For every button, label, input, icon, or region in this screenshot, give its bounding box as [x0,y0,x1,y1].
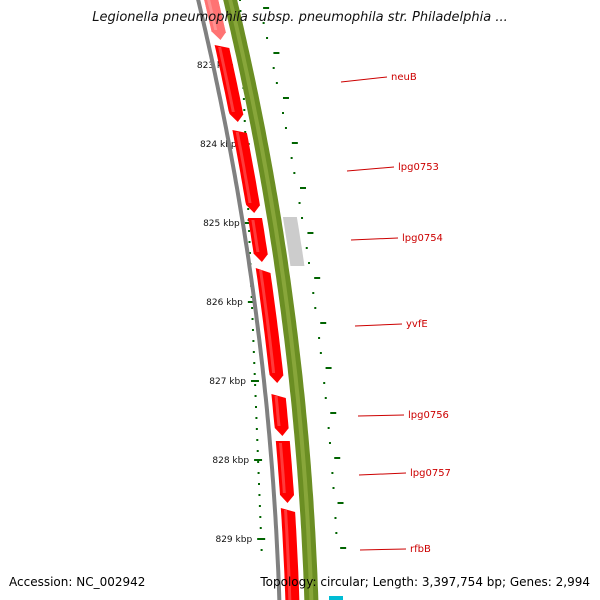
gene-leader-line [354,323,403,327]
gene-arrow-highlight [218,47,235,112]
gene-leader-line [359,548,407,551]
map-title: Legionella pneumophila subsp. pneumophil… [92,10,508,25]
ruler-label: 829 kbp [215,535,252,545]
gene-leader-line [346,166,395,172]
gene-arrow [275,441,295,503]
gene-label: lpg0756 [408,410,449,421]
backbone-line [196,0,282,600]
terminus-mark [329,596,343,600]
gene-arrow-highlight [251,220,260,252]
gene-arrow-highlight [207,0,218,30]
ruler-label: 828 kbp [212,456,249,466]
gene-leader-line [358,472,407,476]
accession-text: Accession: NC_002942 [9,575,146,589]
gene-label: yvfE [406,319,428,330]
gene-label: lpg0753 [398,162,439,173]
gene-label: rfbB [410,544,431,555]
gene-arrow-highlight [274,396,281,426]
gene-label: lpg0757 [410,468,451,479]
gene-leader-line [350,237,399,241]
ruler-label: 827 kbp [209,377,246,387]
gene-leader-line [340,76,388,83]
gene-arrow-highlight [284,510,292,600]
genome-summary-text: Topology: circular; Length: 3,397,754 bp… [260,575,590,589]
backbone-track [196,0,282,600]
ruler-label: 825 kbp [203,219,240,229]
ruler-label: 826 kbp [206,298,243,308]
gene-arrow-highlight [279,443,286,493]
gene-arrow [255,268,284,383]
gc-gap [282,217,305,266]
gene-label: lpg0754 [402,233,443,244]
gene-leader-line [357,414,405,417]
gene-arrow [271,394,289,436]
gene-label: neuB [391,72,417,83]
ruler-label: 824 kbp [200,140,237,150]
gene-arrow-highlight [259,270,276,373]
gene-arrow [248,218,268,262]
gene-track [204,0,300,600]
gc-content-track [223,0,347,600]
gene-arrow-highlight [235,132,252,203]
gene-fade [204,0,228,40]
ruler-label: 823 kbp [197,61,234,71]
gene-labels: neuB lpg0753 lpg0754 yvfE lpg0756 lpg0757 rfbB [340,72,451,555]
ruler-labels: 823 kbp 824 kbp 825 kbp 826 kbp 827 kbp 828 k… [197,61,253,545]
